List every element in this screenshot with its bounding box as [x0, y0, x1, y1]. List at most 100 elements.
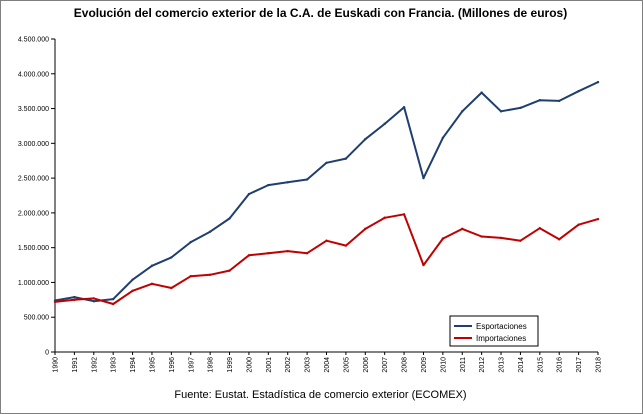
data-point-esportaciones [538, 99, 542, 102]
data-point-esportaciones [558, 99, 561, 103]
data-point-esportaciones [111, 297, 115, 301]
x-tick-label: 2003 [305, 357, 312, 373]
data-point-esportaciones [228, 217, 231, 220]
x-tick-label: 1992 [91, 357, 98, 373]
legend-box [449, 315, 539, 347]
data-point-importaciones [383, 216, 386, 219]
data-point-importaciones [558, 238, 561, 241]
data-point-esportaciones [170, 256, 173, 259]
x-tick-label: 1993 [111, 357, 118, 373]
series-group [53, 80, 600, 306]
y-tick-label: 500.000 [24, 315, 49, 322]
y-tick-label: 2.500.000 [18, 176, 49, 183]
data-point-importaciones [150, 282, 154, 286]
data-point-esportaciones [286, 181, 289, 184]
data-point-importaciones [325, 239, 328, 242]
data-point-esportaciones [441, 136, 445, 139]
x-tick-label: 2008 [402, 357, 409, 373]
y-tick-label: 1.000.000 [18, 280, 49, 287]
data-point-esportaciones [344, 157, 348, 160]
x-tick-label: 2001 [266, 357, 273, 373]
data-point-importaciones [577, 223, 580, 226]
data-point-importaciones [228, 269, 231, 272]
data-point-importaciones [402, 213, 406, 216]
data-point-esportaciones [577, 89, 580, 93]
legend: Esportaciones Importaciones [449, 315, 539, 347]
data-point-esportaciones [402, 105, 406, 109]
data-point-importaciones [208, 273, 212, 276]
data-point-importaciones [189, 274, 192, 278]
data-point-esportaciones [247, 192, 251, 196]
data-point-importaciones [73, 298, 76, 302]
y-tick-label: 3.500.000 [18, 106, 49, 113]
data-point-importaciones [422, 263, 425, 267]
data-point-esportaciones [480, 91, 483, 94]
x-tick-label: 2007 [382, 357, 389, 373]
data-point-importaciones [344, 244, 348, 247]
source-note: Fuente: Eustat. Estadística de comercio … [174, 389, 467, 401]
x-tick-label: 1990 [53, 357, 60, 373]
data-point-esportaciones [305, 178, 309, 181]
x-tick-label: 2009 [421, 357, 428, 373]
data-point-importaciones [111, 302, 115, 306]
data-point-importaciones [92, 297, 95, 300]
x-tick-label: 1997 [188, 357, 195, 373]
series-line-importaciones [54, 213, 599, 305]
y-tick-label: 2.000.000 [18, 210, 49, 217]
data-point-importaciones [267, 252, 270, 255]
x-tick-label: 2005 [343, 357, 350, 373]
plot-area [54, 39, 598, 353]
data-point-importaciones [364, 227, 367, 231]
x-tick-label: 1991 [72, 357, 79, 373]
data-point-esportaciones [267, 183, 270, 187]
data-point-importaciones [461, 227, 464, 231]
data-point-esportaciones [383, 122, 386, 126]
x-tick-label: 2014 [518, 357, 525, 373]
x-tick-label: 2017 [576, 357, 583, 373]
x-tick-label: 2018 [596, 357, 603, 373]
x-axis: 1990 1991 1992 1993 1994 1995 1996 1997 1998 1999… [53, 352, 603, 373]
legend-label-importaciones: Importaciones [476, 334, 526, 343]
x-tick-label: 1999 [227, 357, 234, 373]
data-point-importaciones [519, 239, 522, 242]
data-point-esportaciones [325, 161, 328, 165]
data-point-esportaciones [92, 300, 95, 303]
y-tick-label: 1.500.000 [18, 245, 49, 252]
data-point-esportaciones [499, 110, 503, 113]
data-point-importaciones [247, 254, 251, 257]
y-tick-label: 3.000.000 [18, 141, 49, 148]
x-tick-label: 2013 [499, 357, 506, 373]
x-tick-label: 2010 [440, 357, 447, 373]
x-tick-label: 2006 [363, 357, 370, 373]
x-tick-label: 2002 [285, 357, 292, 373]
data-point-importaciones [480, 235, 483, 238]
data-point-esportaciones [208, 230, 212, 233]
data-point-esportaciones [150, 264, 154, 267]
data-point-importaciones [170, 286, 173, 290]
x-tick-label: 2011 [460, 357, 467, 372]
data-point-importaciones [538, 226, 542, 230]
x-tick-label: 2015 [537, 357, 544, 373]
data-point-importaciones [596, 217, 600, 221]
y-tick-label: 4.500.000 [18, 37, 49, 44]
data-point-esportaciones [519, 106, 522, 110]
data-point-importaciones [305, 252, 309, 255]
data-point-esportaciones [131, 278, 134, 281]
x-tick-label: 1996 [169, 357, 176, 373]
x-tick-label: 2004 [324, 357, 331, 373]
chart-title: Evolución del comercio exterior de la C.… [73, 6, 568, 20]
x-tick-label: 2016 [557, 357, 564, 373]
y-tick-label: 0 [45, 350, 49, 357]
data-point-esportaciones [364, 137, 367, 141]
data-point-esportaciones [461, 110, 464, 113]
x-tick-label: 1995 [149, 357, 156, 373]
x-tick-label: 2012 [479, 357, 486, 373]
data-point-importaciones [441, 237, 445, 240]
data-point-importaciones [131, 289, 134, 292]
data-point-esportaciones [596, 80, 600, 84]
x-tick-label: 1998 [208, 357, 215, 373]
data-point-esportaciones [422, 176, 425, 180]
data-point-esportaciones [73, 295, 76, 299]
y-tick-label: 4.000.000 [18, 71, 49, 78]
